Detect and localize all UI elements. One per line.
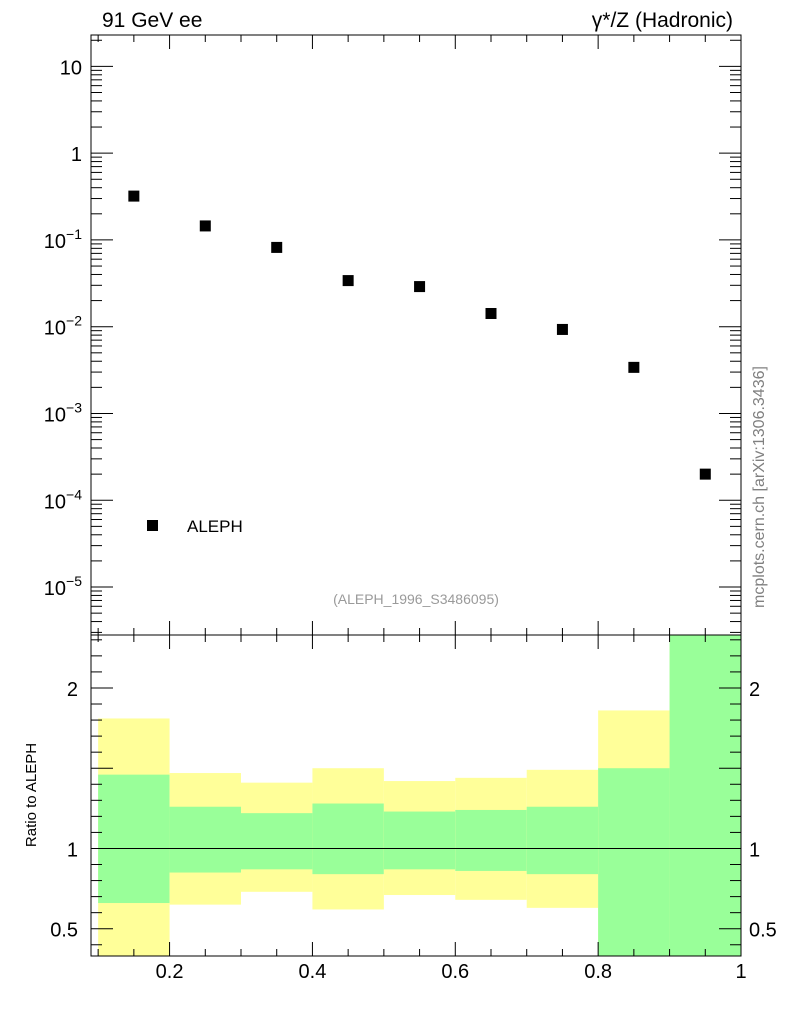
ratio-stat-band-5 [455,809,527,871]
main-y-tick-label: 10 [60,57,82,79]
ratio-y-tick-label-right: 1 [749,839,760,861]
ratio-y-axis-label: Ratio to ALEPH [23,743,40,847]
main-y-tick-labels: 10 1 10−1 10−2 10−3 10−4 10−5 [44,57,82,600]
ratio-y-tick-label-left: 2 [67,679,78,701]
ratio-stat-band-7 [598,768,670,956]
main-y-tick-label: 1 [71,144,82,166]
ratio-ticks [91,635,742,956]
legend-label: ALEPH [187,517,243,536]
main-frame [90,34,742,636]
main-y-tick-label: 10−4 [44,486,82,513]
watermark: mcplots.cern.ch [arXiv:1306.3436] [751,366,768,608]
data-point-8 [699,468,711,480]
main-points [128,190,711,480]
ratio-frame [90,634,742,957]
main-ticks [91,35,742,635]
x-tick-label: 0.4 [299,961,327,983]
main-y-tick-label: 10−1 [44,226,82,253]
main-y-tick-label: 10−5 [44,573,82,600]
main-y-tick-label: 10−3 [44,399,82,426]
ratio-panel: 0.5 0.51 12 2 0.2 0.4 0.6 0.8 1 Ratio to ALEPH [23,634,777,983]
x-tick-label: 1 [735,961,746,983]
x-tick-label: 0.8 [584,961,612,983]
x-tick-label: 0.6 [441,961,469,983]
ratio-stat-band-0 [98,774,170,904]
ratio-y-tick-label-right: 0.5 [749,920,777,942]
ratio-y-tick-label-left: 1 [67,839,78,861]
main-panel: 10 1 10−1 10−2 10−3 10−4 10−5 ALEPH (ALEPH_199… [44,34,742,636]
ratio-stat-band-1 [169,806,241,873]
legend-marker [147,520,158,531]
ratio-y-tick-label-left: 0.5 [50,920,78,942]
data-point-0 [128,190,140,202]
ratio-stat-band-3 [312,803,384,875]
header-left-label: 91 GeV ee [102,9,202,32]
header-right-label: γ*/Z (Hadronic) [592,9,733,32]
ratio-stat-band-4 [383,811,456,870]
data-point-1 [199,220,211,232]
data-point-6 [556,323,568,335]
ratio-stat-band-6 [526,806,599,875]
main-y-tick-label: 10−2 [44,313,82,340]
ratio-y-tick-label-right: 2 [749,679,760,701]
x-tick-labels: 0.2 0.4 0.6 0.8 1 [156,961,747,983]
data-point-7 [628,361,640,373]
ratio-bands [98,635,741,956]
ratio-y-tick-labels: 0.5 0.5 1 1 2 2 [50,679,777,942]
data-point-4 [414,281,426,293]
data-point-3 [342,275,354,287]
ratio-stat-band-8 [669,635,741,956]
ratio-stat-band-2 [241,813,313,870]
data-point-5 [485,307,497,319]
analysis-reference: (ALEPH_1996_S3486095) [333,591,499,607]
x-tick-label: 0.2 [156,961,184,983]
data-point-2 [271,241,283,253]
